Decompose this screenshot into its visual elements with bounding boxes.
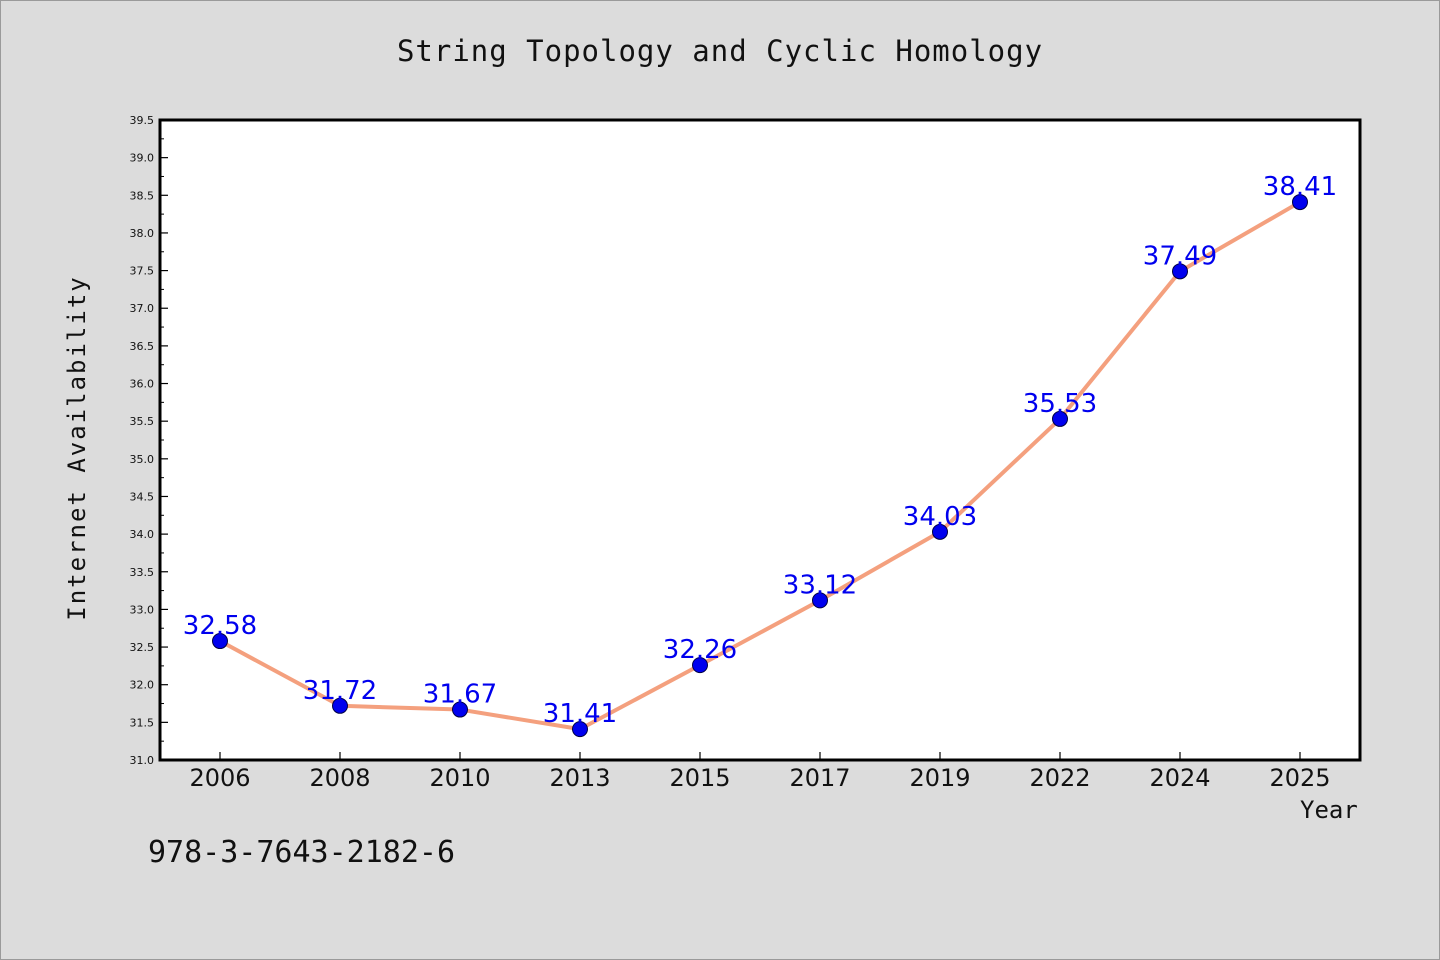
data-point <box>1052 410 1068 427</box>
y-tick-label: 35.5 <box>130 415 155 428</box>
data-point <box>1292 194 1308 211</box>
x-tick-label: 2019 <box>909 764 970 792</box>
plot-area <box>158 118 1362 762</box>
data-label: 34.03 <box>903 502 977 532</box>
series-line <box>219 200 1301 732</box>
x-tick-label: 2024 <box>1149 764 1210 792</box>
y-tick-label: 32.0 <box>130 679 155 692</box>
y-axis-title: Internet Availability <box>63 275 91 621</box>
data-point <box>212 633 228 650</box>
data-label: 37.49 <box>1143 241 1217 271</box>
data-label: 31.67 <box>423 680 497 710</box>
x-tick-label: 2010 <box>429 764 490 792</box>
data-point <box>1172 263 1188 280</box>
x-axis-title: Year <box>1300 796 1358 824</box>
data-series <box>212 194 1308 738</box>
x-axis-ticks: 2006 2008 2010 2013 2015 2017 2019 2022 2024 2025 <box>189 752 1331 792</box>
data-label: 32.58 <box>183 611 257 641</box>
y-tick-label: 38.0 <box>130 227 155 240</box>
x-tick-label: 2025 <box>1269 764 1330 792</box>
y-tick-label: 37.5 <box>130 265 155 278</box>
y-tick-label: 31.5 <box>130 716 155 729</box>
y-tick-label: 31.0 <box>130 754 155 767</box>
x-tick-label: 2015 <box>669 764 730 792</box>
data-label: 35.53 <box>1023 389 1097 419</box>
y-axis-ticks: 31.0 31.5 32.0 32.5 33.0 33.5 34.0 34.5 35.0 35.5… <box>130 114 168 767</box>
data-label: 33.12 <box>783 570 857 600</box>
y-tick-label: 33.0 <box>130 603 155 616</box>
y-tick-label: 35.0 <box>130 453 155 466</box>
isbn-text: 978-3-7643-2182-6 <box>148 835 456 870</box>
y-tick-label: 39.5 <box>130 114 155 127</box>
data-point <box>452 701 468 718</box>
y-tick-label: 38.5 <box>130 189 155 202</box>
y-tick-label: 32.5 <box>130 641 155 654</box>
y-tick-label: 36.5 <box>130 340 155 353</box>
x-tick-label: 2013 <box>549 764 610 792</box>
y-tick-label: 34.5 <box>130 490 155 503</box>
y-tick-label: 39.0 <box>130 152 155 165</box>
y-tick-label: 33.5 <box>130 566 155 579</box>
data-label: 31.72 <box>303 676 377 706</box>
data-point <box>812 592 828 609</box>
y-tick-label: 36.0 <box>130 378 155 391</box>
data-labels: 32.58 31.72 31.67 31.41 32.26 33.12 34.03 35.53… <box>183 172 1337 729</box>
chart-title: String Topology and Cyclic Homology <box>396 34 1044 68</box>
data-label: 38.41 <box>1263 172 1337 202</box>
data-label: 31.41 <box>543 699 617 729</box>
data-point <box>932 523 948 540</box>
y-tick-label: 37.0 <box>130 302 155 315</box>
x-tick-label: 2008 <box>309 764 370 792</box>
data-label: 32.26 <box>663 635 737 665</box>
data-point <box>572 721 588 738</box>
x-tick-label: 2017 <box>789 764 850 792</box>
x-tick-label: 2022 <box>1029 764 1090 792</box>
data-point <box>332 697 348 714</box>
data-point <box>692 657 708 674</box>
x-tick-label: 2006 <box>189 764 250 792</box>
y-tick-label: 34.0 <box>130 528 155 541</box>
